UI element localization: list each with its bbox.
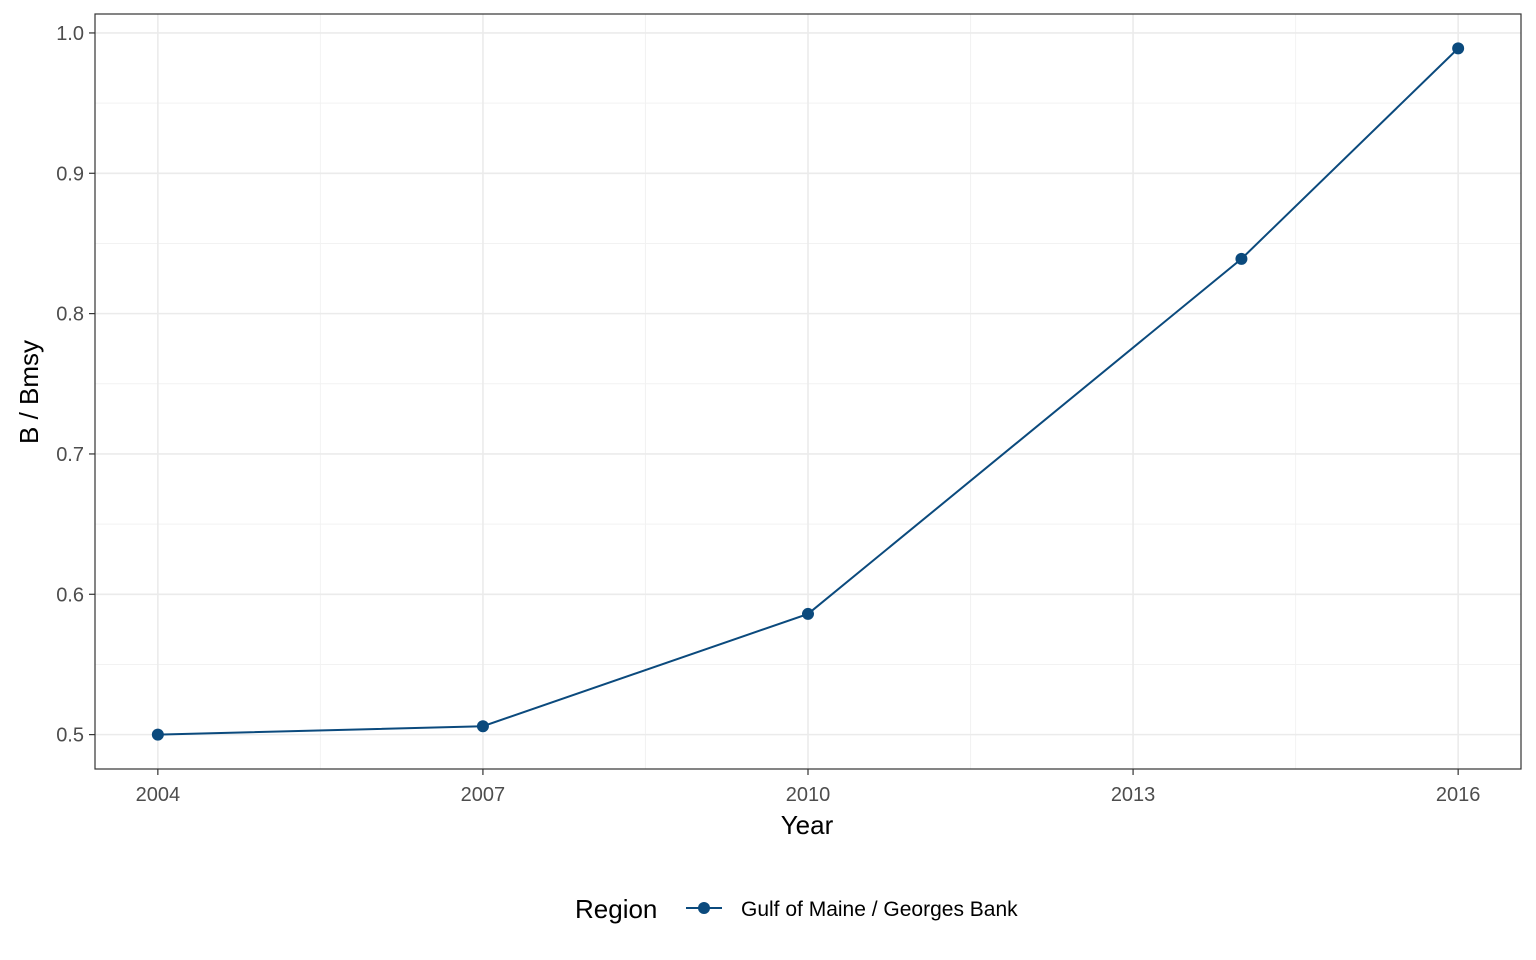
y-tick-label: 1.0 (56, 23, 84, 45)
y-axis-title: B / Bmsy (14, 340, 44, 444)
x-tick-label: 2007 (461, 784, 506, 806)
series-layer (151, 42, 1465, 741)
data-point (802, 607, 814, 620)
legend-title: Region (575, 894, 657, 924)
y-axis: 0.5 0.6 0.7 0.8 0.9 1.0 (56, 23, 95, 747)
y-tick-label: 0.7 (56, 444, 84, 466)
data-point (476, 720, 489, 733)
y-tick-label: 0.6 (56, 584, 84, 606)
major-gridlines (95, 14, 1521, 769)
data-point (1452, 42, 1465, 55)
data-point (151, 728, 164, 741)
legend-key-point (698, 902, 710, 914)
x-tick-label: 2004 (136, 784, 181, 806)
x-tick-label: 2010 (786, 784, 831, 806)
x-axis: 2004 2007 2010 2013 2016 (136, 769, 1481, 806)
legend: Region Gulf of Maine / Georges Bank (575, 894, 1018, 924)
y-tick-label: 0.8 (56, 304, 84, 326)
y-tick-label: 0.9 (56, 163, 84, 185)
y-tick-label: 0.5 (56, 725, 84, 747)
x-axis-title: Year (781, 810, 834, 840)
x-tick-label: 2016 (1436, 784, 1481, 806)
legend-label: Gulf of Maine / Georges Bank (741, 898, 1018, 921)
data-point (1235, 252, 1248, 265)
x-tick-label: 2013 (1111, 784, 1156, 806)
